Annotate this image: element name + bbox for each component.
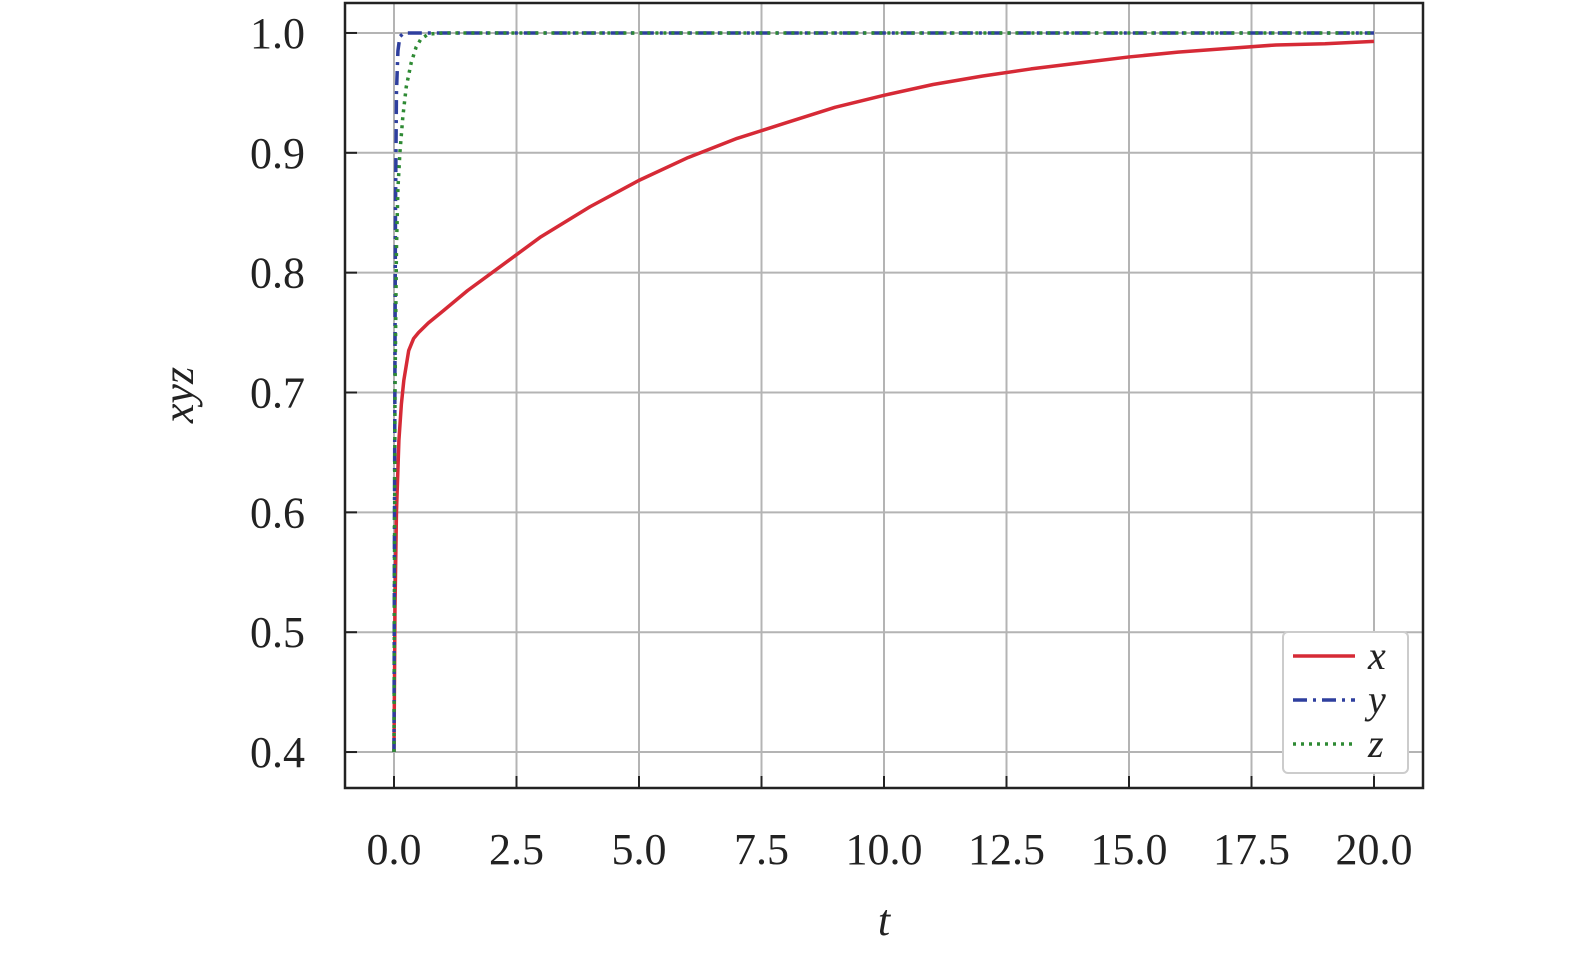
x-tick-label: 0.0 bbox=[367, 825, 422, 874]
y-tick-label: 0.8 bbox=[250, 249, 305, 298]
legend: xyz bbox=[1282, 631, 1409, 774]
grid bbox=[345, 3, 1423, 788]
ticks bbox=[345, 31, 1375, 788]
x-tick-label: 12.5 bbox=[968, 825, 1045, 874]
x-tick-label: 2.5 bbox=[489, 825, 544, 874]
x-tick-label: 17.5 bbox=[1213, 825, 1290, 874]
series-line-z bbox=[392, 31, 1374, 753]
y-tick-label: 0.4 bbox=[250, 728, 305, 777]
x-tick-label: 15.0 bbox=[1091, 825, 1168, 874]
legend-box bbox=[1282, 631, 1409, 774]
x-tick-label: 5.0 bbox=[612, 825, 667, 874]
legend-label-y: y bbox=[1364, 677, 1386, 722]
series-layer bbox=[392, 31, 1375, 753]
legend-label-z: z bbox=[1367, 721, 1384, 766]
y-tick-label: 1.0 bbox=[250, 9, 305, 58]
y-tick-label: 0.7 bbox=[250, 369, 305, 418]
x-axis-label: t bbox=[878, 896, 892, 945]
x-tick-label: 7.5 bbox=[734, 825, 789, 874]
legend-label-x: x bbox=[1367, 633, 1386, 678]
y-tick-label: 0.5 bbox=[250, 608, 305, 657]
y-tick-label: 0.6 bbox=[250, 488, 305, 537]
series-line-x bbox=[392, 39, 1375, 753]
x-tick-label: 20.0 bbox=[1336, 825, 1413, 874]
y-tick-label: 0.9 bbox=[250, 129, 305, 178]
x-tick-label: 10.0 bbox=[846, 825, 923, 874]
y-axis-label: xyz bbox=[154, 367, 203, 424]
series-line-y bbox=[392, 31, 1374, 753]
tick-labels: 0.0 2.5 5.0 7.5 10.0 12.5 15.0 17.5 20.0 0.4 0.5 0.… bbox=[250, 9, 1413, 874]
